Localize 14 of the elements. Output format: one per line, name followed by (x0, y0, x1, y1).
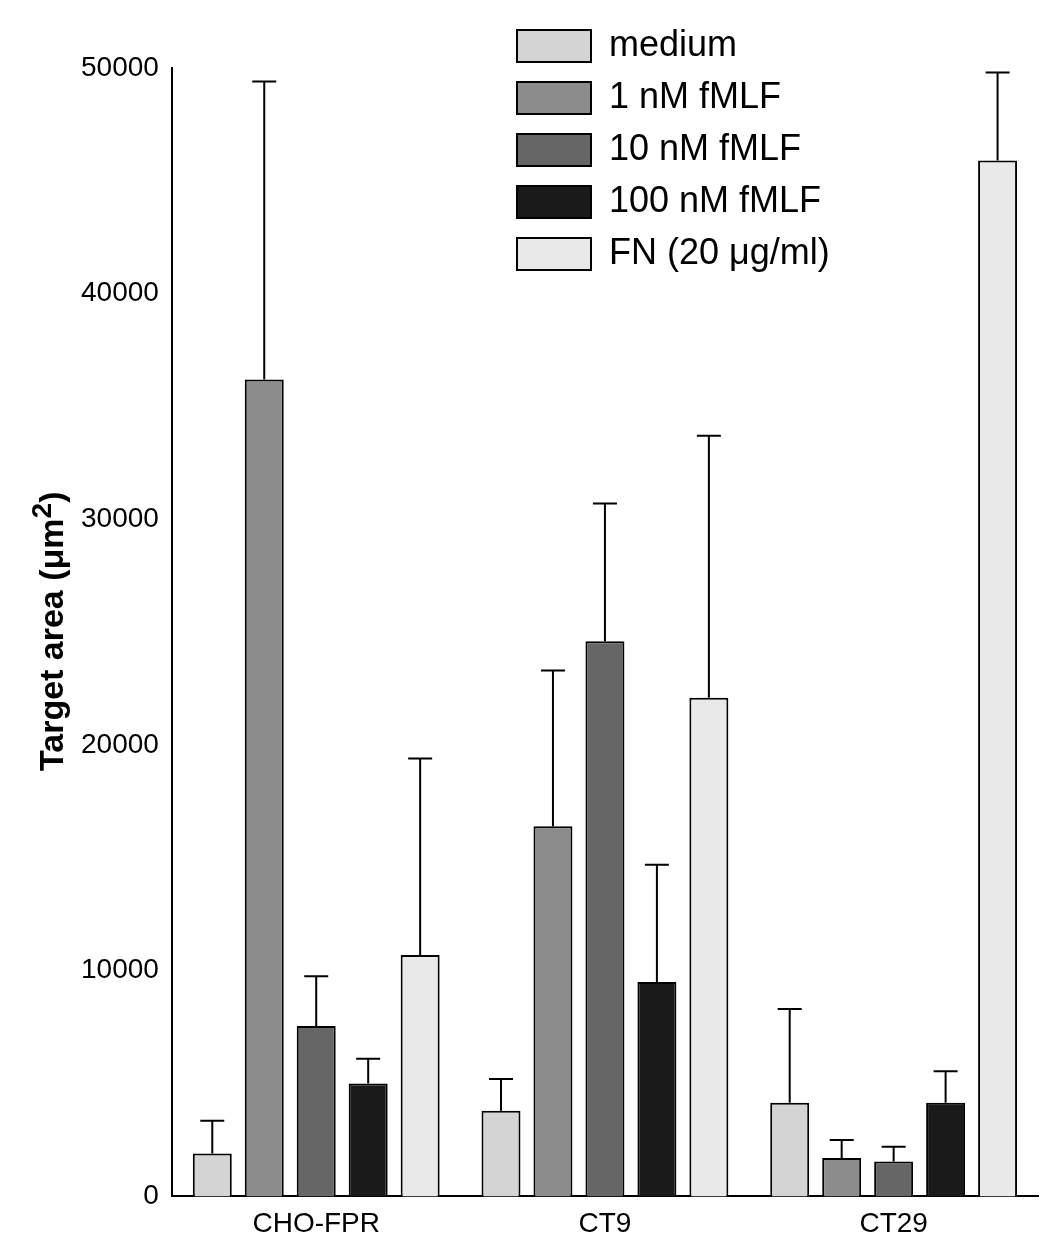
legend-label: 100 nM fMLF (608, 178, 822, 220)
legend-label: 1 nM fMLF (608, 74, 782, 116)
y-tick-label: 50000 (80, 50, 159, 82)
x-tick-label: CT9 (578, 1206, 632, 1238)
x-tick-label: CHO-FPR (252, 1206, 380, 1238)
y-tick-label: 30000 (80, 502, 159, 534)
y-tick-label: 10000 (80, 953, 159, 985)
y-tick-label: 20000 (80, 727, 159, 759)
y-tick-label: 0 (143, 1179, 159, 1211)
x-tick-label: CT29 (859, 1206, 928, 1238)
legend-label: medium (608, 22, 738, 64)
legend-label: FN (20 μg/ml) (608, 230, 830, 272)
legend-label: 10 nM fMLF (608, 126, 802, 168)
y-tick-label: 40000 (80, 276, 159, 308)
